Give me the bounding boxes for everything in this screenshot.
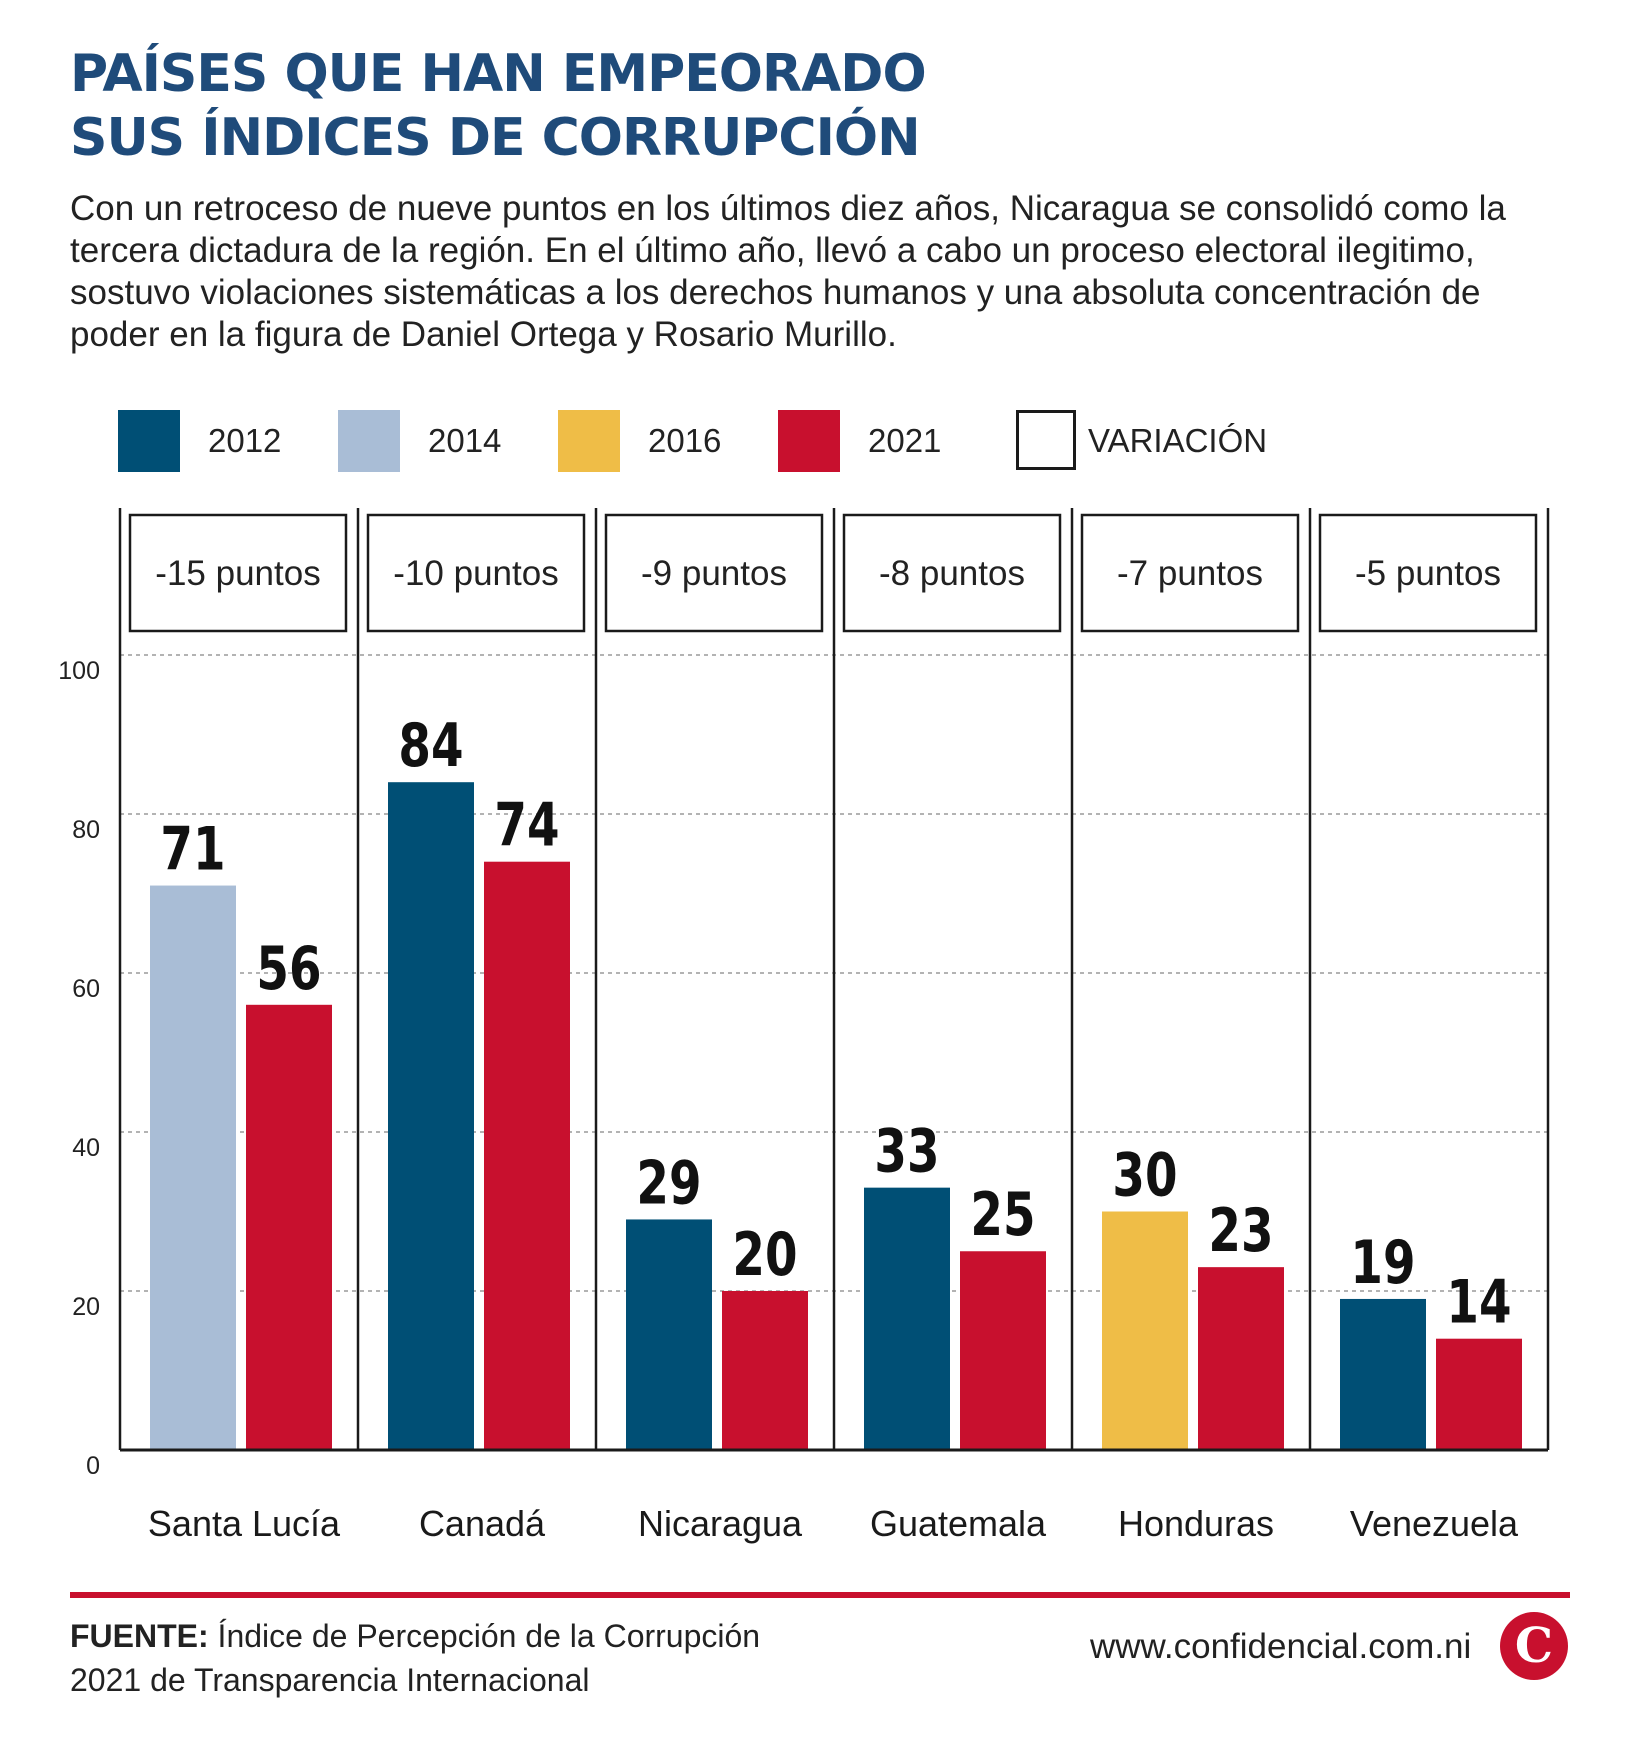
data-label-3-2012: 33 (874, 1116, 939, 1186)
data-label-2-2021: 20 (732, 1219, 797, 1289)
y-tick-label-20: 20 (72, 1293, 100, 1321)
data-label-1-2012: 84 (398, 710, 463, 780)
legend-label-variacion: VARIACIÓN (1088, 422, 1268, 459)
legend-label-2021: 2021 (868, 422, 942, 459)
legend-swatch-2012 (118, 410, 180, 472)
source-line-1: FUENTE: Índice de Percepción de la Corru… (70, 1614, 760, 1658)
source-text-2: 2021 de Transparencia Internacional (70, 1662, 590, 1698)
source-label: FUENTE: (70, 1618, 209, 1654)
legend-swatch-variacion (1016, 410, 1076, 470)
data-label-2-2012: 29 (636, 1148, 701, 1218)
category-label-1: Canadá (419, 1503, 546, 1544)
data-label-1-2021: 74 (494, 790, 559, 860)
source-text-1: Índice de Percepción de la Corrupción (217, 1618, 761, 1654)
variation-label-1: -10 puntos (393, 554, 558, 593)
chart-title-line-1: PAÍSES QUE HAN EMPEORADO (70, 44, 927, 104)
category-label-5: Venezuela (1350, 1503, 1519, 1544)
data-label-4-2016: 30 (1112, 1140, 1177, 1210)
bar-1-2021 (484, 861, 570, 1450)
bar-4-2016 (1102, 1211, 1188, 1450)
variation-box-5 (1318, 513, 1538, 633)
category-label-0: Santa Lucía (148, 1503, 341, 1544)
category-label-2: Nicaragua (638, 1503, 803, 1544)
bar-5-2021 (1436, 1338, 1522, 1450)
variation-box-0 (128, 513, 348, 633)
variation-box-3 (842, 513, 1062, 633)
y-tick-label-60: 60 (72, 975, 100, 1003)
variation-box-1 (366, 513, 586, 633)
legend-swatch-2014 (338, 410, 400, 472)
category-label-4: Honduras (1118, 1503, 1274, 1544)
variation-label-0: -15 puntos (155, 554, 320, 593)
data-label-4-2021: 23 (1208, 1195, 1273, 1265)
chart-title-line-2: SUS ÍNDICES DE CORRUPCIÓN (70, 108, 921, 168)
legend-label-2016: 2016 (648, 422, 722, 459)
legend-swatch-2016 (558, 410, 620, 472)
legend-label-2014: 2014 (428, 422, 502, 459)
variation-label-4: -7 puntos (1117, 554, 1263, 593)
confidencial-logo: C (1500, 1612, 1568, 1680)
source-note: FUENTE: Índice de Percepción de la Corru… (70, 1614, 760, 1702)
data-label-3-2021: 25 (970, 1179, 1035, 1249)
variation-box-4 (1080, 513, 1300, 633)
chart-subtitle: Con un retroceso de nueve puntos en los … (70, 189, 1506, 354)
variation-label-2: -9 puntos (641, 554, 787, 593)
bar-chart: 0 20 40 60 80 100 -15 puntos 71 56 Santa Lucía -10… (58, 508, 1550, 1544)
footer-divider (70, 1592, 1570, 1598)
data-label-5-2021: 14 (1446, 1267, 1511, 1337)
bar-1-2012 (388, 782, 474, 1450)
data-label-0-2021: 56 (256, 933, 321, 1003)
bar-5-2012 (1340, 1298, 1426, 1450)
y-tick-label-100: 100 (58, 657, 100, 685)
category-label-3: Guatemala (870, 1503, 1047, 1544)
bar-4-2021 (1198, 1267, 1284, 1450)
chart-title: PAÍSES QUE HAN EMPEORADO SUS ÍNDICES DE … (70, 42, 927, 170)
bar-0-2021 (246, 1004, 332, 1450)
bar-0-2014 (150, 885, 236, 1450)
variation-label-3: -8 puntos (879, 554, 1025, 593)
y-tick-label-80: 80 (72, 816, 100, 844)
legend-swatch-2021 (778, 410, 840, 472)
legend-label-2012: 2012 (208, 422, 282, 459)
bar-3-2021 (960, 1251, 1046, 1450)
y-tick-label-0: 0 (86, 1452, 100, 1480)
bar-2-2012 (626, 1219, 712, 1450)
variation-box-2 (604, 513, 824, 633)
data-label-5-2012: 19 (1350, 1227, 1415, 1297)
website-link[interactable]: www.confidencial.com.ni (1090, 1627, 1472, 1666)
data-label-0-2014: 71 (160, 814, 225, 884)
variation-label-5: -5 puntos (1355, 554, 1501, 593)
bar-2-2021 (722, 1291, 808, 1450)
bar-3-2012 (864, 1187, 950, 1450)
y-tick-label-40: 40 (72, 1134, 100, 1162)
